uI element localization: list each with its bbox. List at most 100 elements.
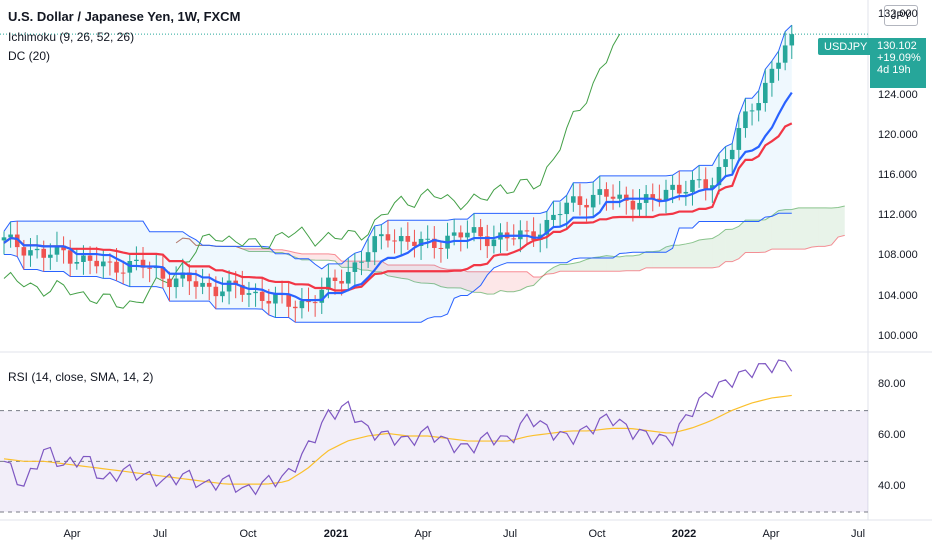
rsi-tick: 80.00	[878, 378, 906, 391]
candle-body	[273, 294, 278, 304]
candle-body	[101, 261, 106, 267]
ichimoku-cloud	[672, 245, 680, 268]
rsi-tick: 40.00	[878, 479, 906, 492]
time-tick: Apr	[414, 528, 432, 540]
ichimoku-cloud	[315, 253, 322, 261]
candle-body	[478, 227, 483, 237]
bar-countdown: 4d 19h	[877, 64, 911, 76]
rsi-tick: 60.00	[878, 429, 906, 441]
time-tick: Oct	[588, 528, 606, 540]
candle-body	[723, 159, 728, 167]
donchian-upper	[3, 24, 793, 270]
candle-body	[676, 184, 682, 194]
candle-body	[266, 300, 272, 304]
candle-body	[259, 291, 265, 301]
candle-body	[339, 280, 344, 284]
candle-body	[147, 267, 152, 269]
candle-body	[451, 232, 457, 236]
ichimoku-cloud	[599, 255, 607, 272]
candle-body	[213, 286, 219, 297]
ichimoku-cloud	[447, 269, 455, 288]
price-tick: 104.000	[878, 289, 918, 302]
ichimoku-cloud	[712, 234, 719, 268]
ichimoku-cloud	[487, 271, 494, 295]
ichimoku-cloud	[818, 207, 825, 247]
ichimoku-cloud	[579, 259, 587, 272]
ichimoku-cloud	[745, 220, 753, 253]
candle-body	[246, 293, 252, 295]
candle-body	[253, 291, 258, 294]
candle-body	[226, 280, 232, 292]
rsi-legend[interactable]: RSI (14, close, SMA, 14, 2)	[8, 370, 154, 384]
candle-body	[240, 284, 245, 295]
ichimoku-cloud	[646, 251, 653, 268]
time-tick: Jul	[152, 528, 168, 540]
candle-body	[180, 272, 186, 279]
candle-body	[604, 189, 609, 197]
candle-body	[365, 252, 371, 262]
ichimoku-cloud	[685, 242, 693, 268]
candle-body	[312, 302, 318, 304]
price-change: +19.09%	[877, 52, 921, 64]
candle-body	[306, 300, 311, 303]
ichimoku-cloud	[798, 207, 806, 250]
donchian-legend[interactable]: DC (20)	[8, 49, 51, 63]
ichimoku-cloud	[507, 271, 514, 292]
ichimoku-cloud	[811, 207, 819, 248]
candle-body	[637, 202, 642, 210]
ichimoku-cloud	[295, 252, 302, 260]
time-tick: Jul	[850, 528, 866, 540]
candle-body	[8, 234, 13, 238]
ichimoku-cloud	[440, 268, 448, 288]
ichimoku-cloud	[692, 239, 700, 268]
price-tick: 120.000	[878, 128, 918, 141]
candle-body	[471, 227, 477, 233]
ichimoku-cloud	[520, 271, 527, 291]
candle-body	[107, 261, 113, 263]
candle-body	[114, 261, 119, 273]
price-tick: 108.000	[878, 249, 918, 262]
candle-body	[584, 204, 589, 208]
ichimoku-cloud	[560, 264, 567, 272]
currency-unit-button[interactable]: JPY	[884, 5, 918, 26]
ichimoku-legend[interactable]: Ichimoku (9, 26, 52, 26)	[8, 30, 135, 44]
time-tick: 2021	[323, 528, 349, 540]
candle-body	[696, 179, 702, 181]
candle-body	[749, 110, 755, 112]
ichimoku-cloud	[791, 207, 799, 250]
candle-body	[597, 189, 603, 195]
ichimoku-cloud	[454, 269, 461, 289]
time-tick: Oct	[239, 528, 257, 540]
ichimoku-cloud	[705, 238, 713, 268]
ichimoku-cloud	[526, 271, 534, 287]
candle-body	[432, 238, 437, 248]
rsi-line	[3, 359, 793, 496]
ichimoku-cloud	[632, 254, 640, 271]
ichimoku-cloud	[586, 257, 594, 272]
candle-body	[511, 238, 517, 240]
candle-body	[160, 267, 166, 279]
candle-body	[61, 245, 66, 251]
ichimoku-cloud	[248, 248, 256, 252]
price-tick: 132.000	[878, 8, 918, 21]
candle-body	[418, 238, 424, 246]
ichimoku-cloud	[652, 250, 660, 268]
candle-body	[94, 260, 99, 267]
candle-body	[206, 282, 212, 287]
candle-body	[193, 281, 199, 287]
candle-body	[167, 278, 172, 288]
candle-body	[465, 232, 470, 238]
candle-body	[617, 194, 622, 199]
ichimoku-cloud	[639, 251, 647, 271]
donchian-lower	[4, 212, 792, 323]
ichimoku-cloud	[255, 248, 263, 252]
ichimoku-cloud	[785, 209, 792, 250]
ichimoku-cloud	[414, 265, 422, 283]
ichimoku-cloud	[493, 271, 501, 294]
candle-body	[590, 194, 596, 208]
ichimoku-cloud	[500, 271, 508, 292]
price-tick: 100.000	[878, 329, 918, 342]
time-tick: Apr	[63, 528, 81, 540]
ichimoku-cloud	[262, 248, 269, 252]
